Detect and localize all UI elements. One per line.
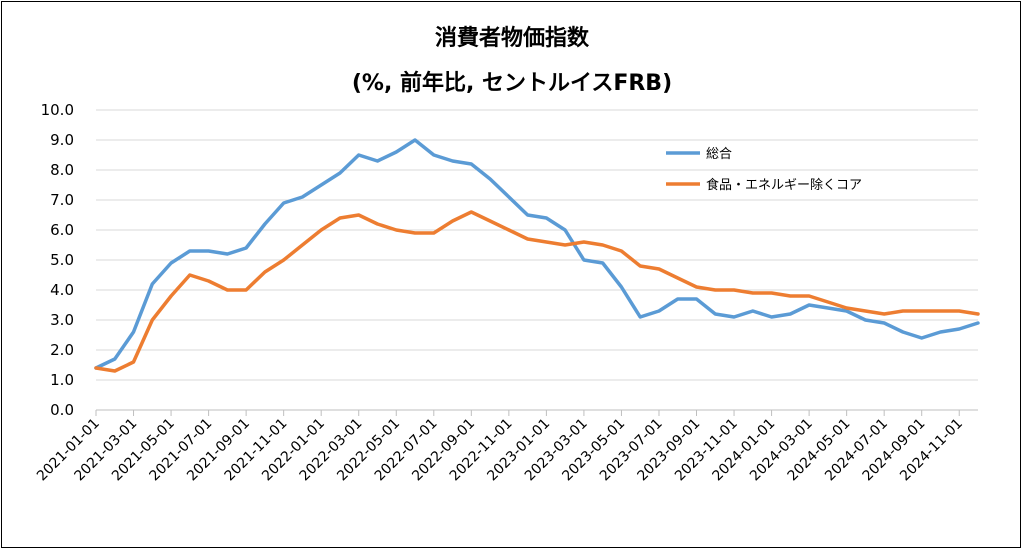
series-line-headline (94, 138, 980, 370)
y-tick-label: 3.0 (50, 311, 74, 329)
y-tick-label: 7.0 (50, 191, 74, 209)
y-tick-label: 10.0 (41, 101, 74, 119)
legend-label: 総合 (706, 147, 732, 162)
gridlines (96, 109, 978, 381)
chart-title: 消費者物価指数 (435, 25, 590, 51)
y-tick-label: 9.0 (50, 131, 74, 149)
y-tick-label: 1.0 (50, 371, 74, 389)
y-tick-label: 8.0 (50, 161, 74, 179)
legend-label: 食品・エネルギー除くコア (706, 177, 862, 193)
series-line-core (94, 210, 980, 373)
y-tick-label: 5.0 (50, 251, 74, 269)
y-tick-label: 2.0 (50, 341, 74, 359)
y-tick-label: 0.0 (50, 401, 74, 419)
y-tick-label: 4.0 (50, 281, 74, 299)
series-lines (94, 138, 980, 373)
chart-subtitle: (%, 前年比, セントルイスFRB) (352, 70, 672, 96)
y-tick-label: 6.0 (50, 221, 74, 239)
